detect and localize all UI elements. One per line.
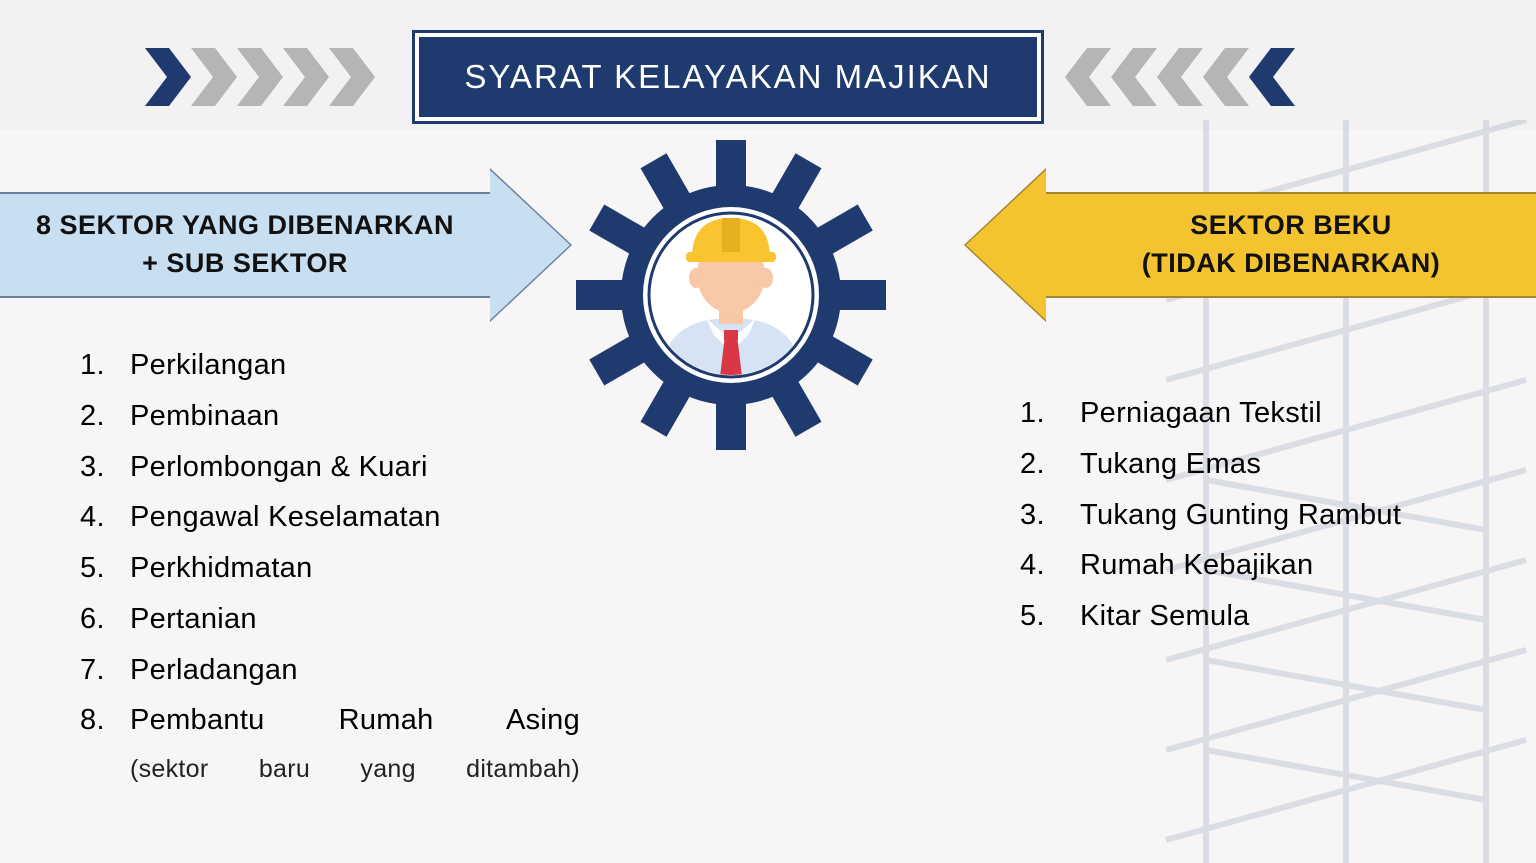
list-item-subnote: (sektor baru yang ditambah) bbox=[130, 748, 580, 792]
chevron-left-icon bbox=[1249, 48, 1295, 106]
arrow-allowed-sectors: 8 SEKTOR YANG DIBENARKAN + SUB SEKTOR bbox=[0, 170, 570, 320]
chevrons-left bbox=[145, 48, 375, 106]
list-item: Pembinaan bbox=[80, 391, 580, 442]
arrow-left-line1: 8 SEKTOR YANG DIBENARKAN bbox=[36, 207, 454, 245]
chevron-left-icon bbox=[1065, 48, 1111, 106]
title-banner: SYARAT KELAYAKAN MAJIKAN bbox=[415, 33, 1041, 121]
chevron-left-icon bbox=[1203, 48, 1249, 106]
arrow-left-line2: + SUB SEKTOR bbox=[142, 245, 348, 283]
list-item: Pertanian bbox=[80, 594, 580, 645]
list-item: Perlombongan & Kuari bbox=[80, 442, 580, 493]
chevron-left-icon bbox=[1111, 48, 1157, 106]
arrow-right-line1: SEKTOR BEKU bbox=[1190, 207, 1392, 245]
frozen-sectors-list: Perniagaan Tekstil Tukang Emas Tukang Gu… bbox=[1020, 388, 1480, 642]
allowed-sectors-list-container: Perkilangan Pembinaan Perlombongan & Kua… bbox=[80, 340, 580, 792]
frozen-sectors-list-container: Perniagaan Tekstil Tukang Emas Tukang Gu… bbox=[1020, 388, 1480, 642]
worker-gear-icon bbox=[576, 140, 886, 450]
chevrons-right bbox=[1065, 48, 1295, 106]
allowed-sectors-list: Perkilangan Pembinaan Perlombongan & Kua… bbox=[80, 340, 580, 792]
chevron-right-icon bbox=[191, 48, 237, 106]
chevron-right-icon bbox=[329, 48, 375, 106]
list-item: Pengawal Keselamatan bbox=[80, 492, 580, 543]
list-item: Perkhidmatan bbox=[80, 543, 580, 594]
arrow-right-line2: (TIDAK DIBENARKAN) bbox=[1142, 245, 1440, 283]
arrow-frozen-sectors: SEKTOR BEKU (TIDAK DIBENARKAN) bbox=[966, 170, 1536, 320]
list-item: Perladangan bbox=[80, 645, 580, 696]
list-item: Perkilangan bbox=[80, 340, 580, 391]
list-item: Tukang Emas bbox=[1020, 439, 1480, 490]
list-item: Pembantu Rumah Asing (sektor baru yang d… bbox=[80, 695, 580, 792]
chevron-left-icon bbox=[1157, 48, 1203, 106]
chevron-right-icon bbox=[237, 48, 283, 106]
list-item: Kitar Semula bbox=[1020, 591, 1480, 642]
list-item: Rumah Kebajikan bbox=[1020, 540, 1480, 591]
chevron-right-icon bbox=[145, 48, 191, 106]
list-item: Perniagaan Tekstil bbox=[1020, 388, 1480, 439]
page-title: SYARAT KELAYAKAN MAJIKAN bbox=[464, 58, 991, 96]
list-item: Tukang Gunting Rambut bbox=[1020, 490, 1480, 541]
list-item-text: Pembantu Rumah Asing bbox=[130, 704, 580, 736]
chevron-right-icon bbox=[283, 48, 329, 106]
